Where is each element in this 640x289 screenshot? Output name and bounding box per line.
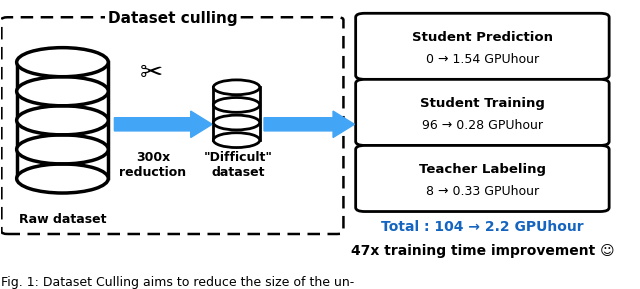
Text: 300x
reduction: 300x reduction [119,151,186,179]
Ellipse shape [17,135,108,164]
Ellipse shape [213,80,260,95]
Ellipse shape [213,133,260,148]
FancyBboxPatch shape [356,145,609,212]
FancyArrow shape [115,111,212,138]
Text: Fig. 1: Dataset Culling aims to reduce the size of the un-: Fig. 1: Dataset Culling aims to reduce t… [1,276,355,289]
Text: "Difficult"
dataset: "Difficult" dataset [204,151,273,179]
Ellipse shape [17,48,108,77]
FancyArrow shape [264,111,355,138]
Text: Dataset culling: Dataset culling [108,11,237,26]
Text: Raw dataset: Raw dataset [19,213,106,226]
Text: ✂: ✂ [140,59,163,87]
Text: 47x training time improvement ☺: 47x training time improvement ☺ [351,244,614,258]
Polygon shape [17,62,108,179]
Text: Teacher Labeling: Teacher Labeling [419,163,546,176]
Ellipse shape [17,106,108,135]
Ellipse shape [17,164,108,193]
Ellipse shape [17,77,108,106]
FancyBboxPatch shape [356,79,609,145]
FancyBboxPatch shape [356,13,609,79]
Text: Total : 104 → 2.2 GPUhour: Total : 104 → 2.2 GPUhour [381,221,584,234]
Text: 96 → 0.28 GPUhour: 96 → 0.28 GPUhour [422,119,543,132]
Ellipse shape [213,97,260,112]
Ellipse shape [213,115,260,130]
Text: Student Training: Student Training [420,97,545,110]
Polygon shape [213,87,260,140]
Text: 0 → 1.54 GPUhour: 0 → 1.54 GPUhour [426,53,539,66]
Text: Student Prediction: Student Prediction [412,31,553,44]
Text: 8 → 0.33 GPUhour: 8 → 0.33 GPUhour [426,185,539,198]
